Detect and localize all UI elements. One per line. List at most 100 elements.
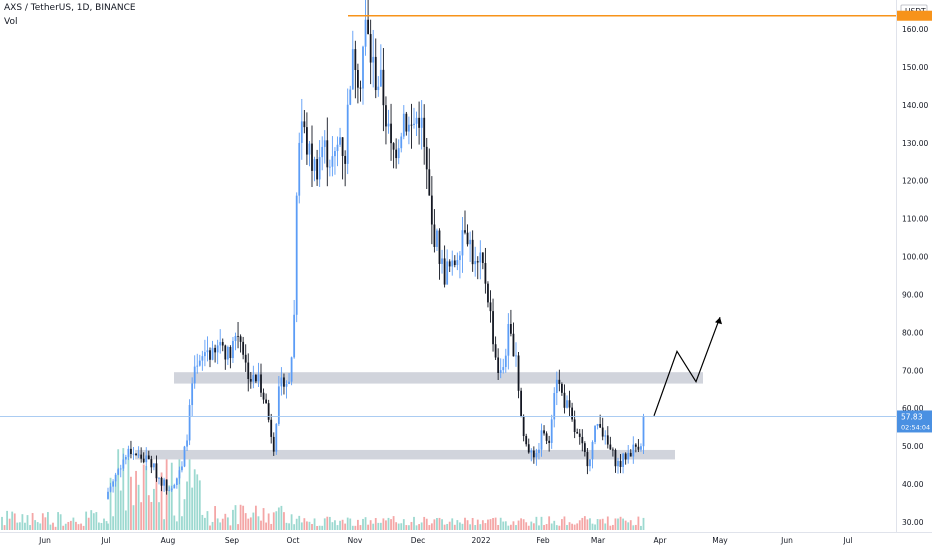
candle-body [571,407,573,420]
candle-body [364,19,367,47]
volume-bar [397,523,400,530]
candle-body [285,383,288,387]
volume-bar [186,481,188,530]
volume-bar [581,517,584,530]
candle-body [295,195,298,315]
candle-body [499,370,502,373]
volume-bar [433,519,436,530]
volume-bar [201,514,204,530]
candle-body [204,352,206,357]
volume-bar [489,519,492,530]
volume-bar [392,516,395,530]
volume-bar [242,505,245,530]
volume-bar [622,518,624,530]
volume-bar [558,525,561,530]
volume-bar [339,520,341,530]
symbol-title[interactable]: AXS / TetherUS, 1D, BINANCE [4,3,136,13]
candle-body [313,159,316,171]
candle-body [114,474,117,482]
candle-body [642,416,645,447]
candle-body [267,403,270,420]
projection-arrowhead [715,317,722,325]
price-axis[interactable]: 160.00 150.00 140.00 130.00 120.00 110.00 100.… [897,4,932,527]
candle-body [160,477,163,486]
candle-body [175,478,178,485]
volume-bar [410,521,413,530]
candle-body [466,232,469,245]
volume-bar [499,517,502,530]
volume-bar [614,518,617,530]
candle-body [346,104,349,164]
candle-body [637,446,640,450]
price-tick-label: 110.00 [902,215,928,224]
volume-bar [41,513,44,530]
volume-bar [260,520,262,530]
volume-bar [441,519,443,530]
time-tick-label: Nov [348,536,363,545]
volume-bar [24,522,26,530]
volume-bar [155,477,158,530]
candle-body [459,255,461,261]
candle-body [563,392,566,408]
volume-bar [100,522,103,530]
volume-bar [31,513,34,530]
volume-bar [459,522,461,530]
candle-body [413,123,415,125]
volume-bar [634,524,637,530]
candle-body [555,379,558,394]
volume-bar [77,524,80,530]
time-axis[interactable]: Jun Jul Aug Sep Oct Nov Dec 2022 Feb Mar Apr May Jun… [38,536,852,545]
candle-body [349,89,352,105]
candle-body [464,230,466,233]
candle-body [318,157,321,180]
volume-bar [6,510,8,530]
candle-body [487,283,489,303]
volume-bar [137,484,140,530]
volume-bar [369,520,372,530]
volume-bar [142,464,145,530]
candlesticks [107,0,645,500]
candle-body [425,146,428,170]
volume-bar [313,518,316,530]
candle-body [543,430,545,434]
volume-bar [425,518,428,530]
volume-bar [226,517,229,530]
candle-body [494,344,497,358]
volume-bar [158,502,160,530]
volume-bar [573,524,576,530]
volume-bar [234,505,237,530]
volume-bar [117,449,120,530]
candle-body [476,261,479,263]
volume-label[interactable]: Vol [4,17,18,27]
volume-bar [374,518,377,530]
volume-bar [520,518,522,530]
volume-bar [163,519,165,530]
volume-bar [178,452,181,530]
candle-body [262,392,265,400]
price-tick-label: 140.00 [902,101,928,110]
volume-bar [479,524,482,530]
candle-body [229,346,232,359]
volume-bar [303,518,306,530]
volume-bar [237,524,239,530]
candle-body [591,441,594,460]
candle-body [209,350,211,360]
candle-body [147,455,150,460]
volume-bar [484,523,487,530]
candle-body [165,479,168,491]
volume-bar [1,516,3,530]
candle-body [201,356,204,361]
candle-body [515,355,517,357]
last-price-badge [897,410,932,433]
volume-bar [229,525,232,530]
volume-bar [82,525,85,530]
volume-bar [402,519,405,530]
candle-body [596,424,599,426]
candle-body [443,258,446,285]
volume-bar [550,523,553,530]
volume-bar [583,516,586,530]
volume-bar [183,499,186,530]
volume-bar [204,517,206,530]
candle-body [423,117,426,147]
